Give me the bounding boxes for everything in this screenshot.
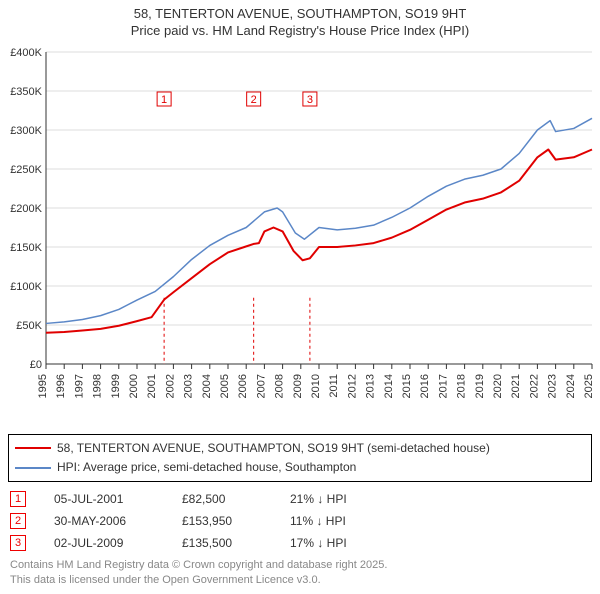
svg-text:2019: 2019 <box>474 374 486 398</box>
svg-text:2000: 2000 <box>128 374 140 398</box>
price-chart: £0 £50K £100K £150K £200K £250K £300K £350K £400… <box>4 46 596 426</box>
sale-marker-2-icon: 2 <box>10 513 26 529</box>
sale-delta: 21% ↓ HPI <box>290 492 347 506</box>
sale-delta: 11% ↓ HPI <box>290 514 346 528</box>
sale-price: £153,950 <box>182 514 262 528</box>
svg-text:2008: 2008 <box>274 374 286 398</box>
svg-text:£250K: £250K <box>10 164 42 176</box>
svg-text:£300K: £300K <box>10 125 42 137</box>
sale-marker-1-icon: 1 <box>10 491 26 507</box>
legend-row-hpi: HPI: Average price, semi-detached house,… <box>15 458 585 477</box>
svg-text:2017: 2017 <box>437 374 449 398</box>
svg-text:2021: 2021 <box>510 374 522 398</box>
svg-text:2012: 2012 <box>346 374 358 398</box>
sale-date: 30-MAY-2006 <box>54 514 154 528</box>
svg-text:2020: 2020 <box>492 374 504 398</box>
sale-delta: 17% ↓ HPI <box>290 536 347 550</box>
svg-text:£150K: £150K <box>10 242 42 254</box>
svg-text:2025: 2025 <box>583 374 595 398</box>
legend-box: 58, TENTERTON AVENUE, SOUTHAMPTON, SO19 … <box>8 434 592 482</box>
svg-text:2: 2 <box>251 94 257 106</box>
svg-text:1996: 1996 <box>55 374 67 398</box>
svg-text:1997: 1997 <box>73 374 85 398</box>
legend-row-property: 58, TENTERTON AVENUE, SOUTHAMPTON, SO19 … <box>15 439 585 458</box>
svg-text:2018: 2018 <box>456 374 468 398</box>
svg-text:£200K: £200K <box>10 203 42 215</box>
svg-text:2014: 2014 <box>383 374 395 398</box>
attribution-text: Contains HM Land Registry data © Crown c… <box>10 558 590 588</box>
svg-text:2005: 2005 <box>219 374 231 398</box>
svg-text:2011: 2011 <box>328 374 340 398</box>
legend-swatch-property <box>15 447 51 449</box>
attribution-line-1: Contains HM Land Registry data © Crown c… <box>10 559 387 571</box>
svg-text:2009: 2009 <box>292 374 304 398</box>
svg-text:£400K: £400K <box>10 47 42 59</box>
svg-text:2010: 2010 <box>310 374 322 398</box>
svg-text:2016: 2016 <box>419 374 431 398</box>
sale-price: £135,500 <box>182 536 262 550</box>
attribution-line-2: This data is licensed under the Open Gov… <box>10 574 321 586</box>
legend-label-property: 58, TENTERTON AVENUE, SOUTHAMPTON, SO19 … <box>57 439 490 458</box>
svg-text:1999: 1999 <box>110 374 122 398</box>
svg-text:1998: 1998 <box>92 374 104 398</box>
svg-text:2006: 2006 <box>237 374 249 398</box>
svg-text:2001: 2001 <box>146 374 158 398</box>
svg-text:2007: 2007 <box>255 374 267 398</box>
title-line-2: Price paid vs. HM Land Registry's House … <box>131 23 469 38</box>
svg-text:£0: £0 <box>30 359 42 371</box>
svg-text:1: 1 <box>161 94 167 106</box>
svg-text:2022: 2022 <box>528 374 540 398</box>
sale-row-1: 1 05-JUL-2001 £82,500 21% ↓ HPI <box>10 488 590 510</box>
svg-text:2023: 2023 <box>547 374 559 398</box>
title-line-1: 58, TENTERTON AVENUE, SOUTHAMPTON, SO19 … <box>134 6 467 21</box>
svg-text:£50K: £50K <box>16 320 42 332</box>
svg-text:£100K: £100K <box>10 281 42 293</box>
svg-text:1995: 1995 <box>37 374 49 398</box>
svg-text:3: 3 <box>307 94 313 106</box>
svg-text:2002: 2002 <box>164 374 176 398</box>
sale-row-2: 2 30-MAY-2006 £153,950 11% ↓ HPI <box>10 510 590 532</box>
legend-label-hpi: HPI: Average price, semi-detached house,… <box>57 458 356 477</box>
svg-text:2004: 2004 <box>201 374 213 398</box>
legend-swatch-hpi <box>15 467 51 469</box>
svg-text:2003: 2003 <box>183 374 195 398</box>
svg-text:2013: 2013 <box>365 374 377 398</box>
svg-text:2024: 2024 <box>565 374 577 398</box>
svg-text:£350K: £350K <box>10 86 42 98</box>
svg-text:2015: 2015 <box>401 374 413 398</box>
chart-svg: £0 £50K £100K £150K £200K £250K £300K £350K £400… <box>4 46 596 426</box>
chart-title: 58, TENTERTON AVENUE, SOUTHAMPTON, SO19 … <box>4 6 596 40</box>
sales-table: 1 05-JUL-2001 £82,500 21% ↓ HPI 2 30-MAY… <box>10 488 590 554</box>
sale-row-3: 3 02-JUL-2009 £135,500 17% ↓ HPI <box>10 532 590 554</box>
sale-date: 05-JUL-2001 <box>54 492 154 506</box>
sale-date: 02-JUL-2009 <box>54 536 154 550</box>
sale-marker-3-icon: 3 <box>10 535 26 551</box>
sale-price: £82,500 <box>182 492 262 506</box>
